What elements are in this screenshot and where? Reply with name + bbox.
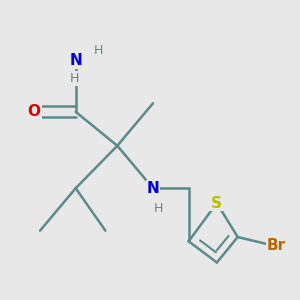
Text: S: S [212, 196, 222, 211]
Text: N: N [69, 53, 82, 68]
Text: N: N [147, 181, 159, 196]
Text: Br: Br [267, 238, 286, 253]
Text: H: H [70, 72, 79, 85]
Text: H: H [93, 44, 103, 57]
Text: O: O [28, 104, 40, 119]
Text: H: H [154, 202, 164, 215]
